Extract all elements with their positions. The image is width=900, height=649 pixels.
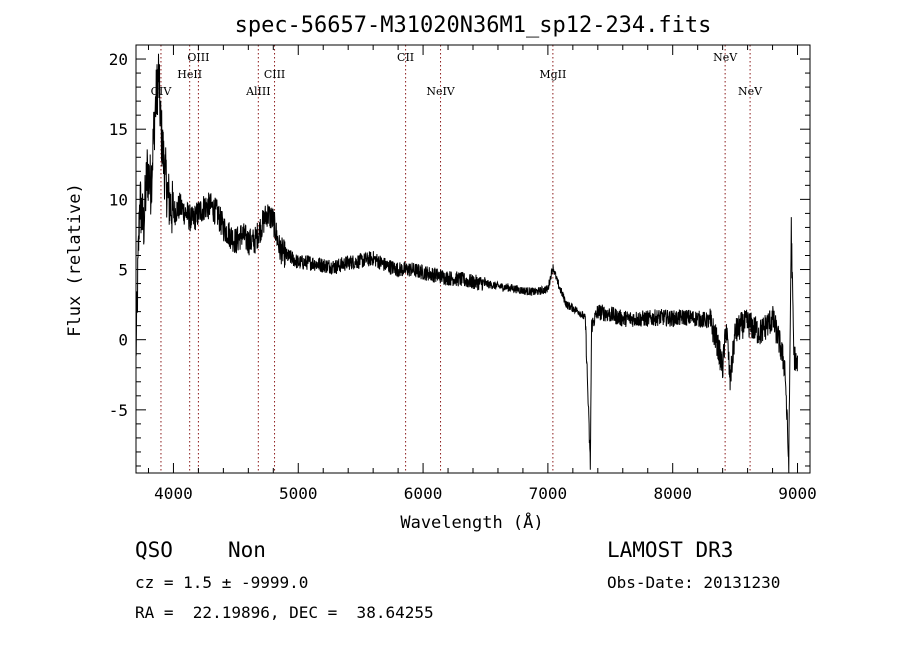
x-axis-ticks: 4000 5000 6000 7000 8000 9000 — [147, 45, 817, 503]
x-axis-label: Wavelength (Å) — [400, 511, 543, 533]
x-tick-label: 9000 — [778, 484, 817, 503]
object-class: QSO — [135, 538, 173, 562]
observation-date: Obs-Date: 20131230 — [607, 573, 781, 592]
spectral-line-label: NeIV — [426, 85, 455, 98]
ra-dec-coordinates: RA = 22.19896, DEC = 38.64255 — [135, 603, 434, 622]
spectral-line-label: OIII — [187, 51, 209, 64]
spectral-line-label: MgII — [539, 68, 566, 81]
x-tick-label: 7000 — [529, 484, 568, 503]
object-subclass: Non — [228, 538, 266, 562]
y-tick-label: 20 — [109, 50, 128, 69]
x-tick-label: 8000 — [653, 484, 692, 503]
y-tick-label: 10 — [109, 190, 128, 209]
y-axis-ticks: -5 0 5 10 15 20 — [109, 44, 810, 467]
survey-name: LAMOST DR3 — [607, 538, 734, 562]
spectral-line-label: CIII — [264, 68, 285, 81]
spectrum-line — [135, 53, 798, 474]
spectral-line-label: NeV — [713, 51, 738, 64]
y-tick-label: 15 — [109, 120, 128, 139]
redshift-line: cz = 1.5 ± -9999.0 — [135, 573, 309, 592]
spectral-line-label: AlIII — [245, 85, 271, 98]
x-tick-label: 5000 — [279, 484, 318, 503]
spectral-line-label: CII — [397, 51, 414, 64]
x-tick-label: 6000 — [404, 484, 443, 503]
spectral-line-labels: CIV HeII OIII AlIII CIII CII NeIV MgII NeV NeV — [151, 51, 764, 98]
spectral-line-markers — [160, 45, 751, 473]
chart-title: spec-56657-M31020N36M1_sp12-234.fits — [235, 13, 712, 38]
plot-frame — [135, 44, 811, 474]
y-tick-label: 0 — [118, 331, 128, 350]
x-tick-label: 4000 — [154, 484, 193, 503]
y-axis-label: Flux (relative) — [65, 183, 85, 337]
spectral-line-label: CIV — [151, 85, 173, 98]
y-tick-label: 5 — [118, 261, 128, 280]
spectral-line-label: HeII — [177, 68, 202, 81]
spectral-line-label: NeV — [738, 85, 763, 98]
y-tick-label: -5 — [109, 401, 128, 420]
